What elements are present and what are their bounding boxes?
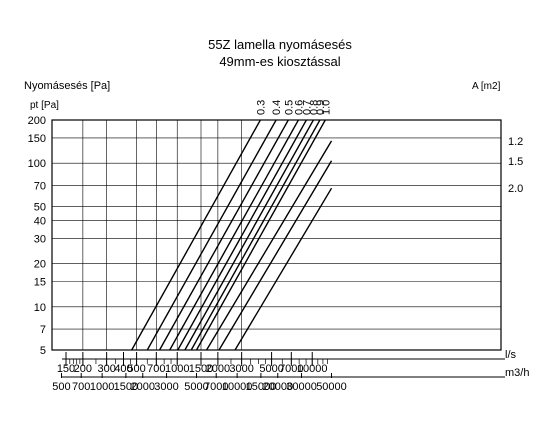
series-label-0-4: 0.4	[271, 100, 283, 115]
x-m3h-tick-label: 30000	[286, 381, 317, 393]
series-line-0-6	[169, 120, 300, 350]
series-line-2-0	[234, 187, 333, 350]
x-ls-tick-label: 300	[97, 363, 115, 375]
x-m3h-tick-label: 2000	[131, 381, 155, 393]
y-tick-label: 10	[34, 302, 46, 314]
x-ls-tick-label: 400	[114, 363, 132, 375]
y-tick-label: 30	[34, 233, 46, 245]
series-label-0-7: 0.7	[301, 100, 313, 115]
x-ls-tick-label: 500	[127, 363, 145, 375]
x-axis-m3h-unit: m3/h	[505, 367, 529, 379]
x-m3h-tick-label: 15000	[246, 381, 277, 393]
series-label-1-2: 1.2	[508, 136, 523, 148]
x-ls-tick-label: 2000	[206, 363, 230, 375]
y-tick-label: 15	[34, 277, 46, 289]
series-line-0-4	[146, 120, 277, 350]
chart-title: 55Z lamella nyomásesés	[208, 37, 352, 52]
series-label-0-6: 0.6	[293, 100, 305, 115]
y-tick-label: 7	[40, 324, 46, 336]
x-m3h-tick-label: 50000	[316, 381, 347, 393]
y-tick-labels: 200 150 100 70 50 40 30 20 15 10 7 5	[28, 115, 46, 357]
series-line-0-8	[184, 120, 314, 350]
series-line-0-3	[131, 120, 261, 350]
x-m3h-tick-label: 500	[52, 381, 70, 393]
x-m3h-tick-label: 5000	[184, 381, 208, 393]
x-ls-tick-label: 7000	[279, 363, 303, 375]
x-m3h-tick-label: 700	[72, 381, 90, 393]
x-ls-tick-label: 10000	[297, 363, 328, 375]
series-label-2-0: 2.0	[508, 183, 523, 195]
series-line-1-2	[205, 140, 333, 350]
x-m3h-tick-label: 7000	[204, 381, 228, 393]
series-line-1-0	[195, 120, 326, 350]
y-tick-label: 100	[28, 158, 46, 170]
series-label-0-9: 0.9	[315, 100, 327, 115]
series-label-0-3: 0.3	[255, 100, 267, 115]
series-label-1-5: 1.5	[508, 156, 523, 168]
y-tick-label: 5	[40, 345, 46, 357]
x-m3h-tick-label: 10000	[222, 381, 253, 393]
x-ls-tick-label: 5000	[259, 363, 283, 375]
area-label: A [m2]	[472, 81, 501, 92]
y-tick-label: 70	[34, 180, 46, 192]
series-label-0-8: 0.8	[308, 100, 320, 115]
x-m3h-tick-label: 20000	[262, 381, 293, 393]
x-ls-tick-label: 200	[74, 363, 92, 375]
y-tick-label: 200	[28, 115, 46, 127]
x-m3h-tick-label: 1000	[90, 381, 114, 393]
x-ls-tick-label: 700	[147, 363, 165, 375]
x-ls-tick-label: 1500	[189, 363, 213, 375]
x-m3h-tick-label: 3000	[154, 381, 178, 393]
x-axis-ls-unit: l/s	[505, 349, 517, 361]
y-tick-label: 20	[34, 259, 46, 271]
series-line-0-9	[190, 120, 321, 350]
y-tick-label: 40	[34, 215, 46, 227]
series-line-0-7	[177, 120, 307, 350]
x-ls-tick-label: 1000	[165, 363, 189, 375]
x-m3h-tick-label: 1500	[114, 381, 138, 393]
series-label-0-5: 0.5	[283, 100, 295, 115]
plot-frame	[51, 119, 502, 351]
chart-subtitle: 49mm-es kiosztással	[219, 54, 340, 69]
series-line-1-5	[218, 160, 333, 350]
grid	[52, 119, 501, 351]
y-tick-label: 150	[28, 133, 46, 145]
y-axis-unit: pt [Pa]	[30, 100, 59, 111]
series-labels: 0.3 0.4 0.50.60.70.80.91.0 1.2 1.5 2.0	[255, 100, 523, 195]
series-line-0-5	[158, 120, 289, 350]
y-tick-label: 50	[34, 201, 46, 213]
series-label-1-0: 1.0	[320, 100, 332, 115]
series-lines	[131, 120, 333, 350]
x-ls-tick-label: 3000	[229, 363, 253, 375]
x-ls-tick-label: 150	[57, 363, 75, 375]
y-axis-label: Nyomásesés [Pa]	[24, 80, 110, 92]
